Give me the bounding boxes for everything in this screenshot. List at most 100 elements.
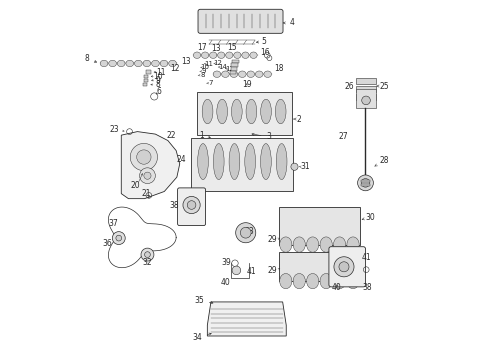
Text: 23: 23	[109, 125, 119, 134]
Ellipse shape	[221, 71, 229, 77]
Circle shape	[187, 201, 196, 209]
Ellipse shape	[231, 99, 242, 124]
Text: 12: 12	[225, 66, 234, 72]
Text: 8: 8	[155, 80, 160, 89]
Text: 28: 28	[375, 156, 390, 166]
Circle shape	[362, 96, 370, 105]
Text: 2: 2	[294, 114, 301, 123]
Ellipse shape	[347, 274, 359, 289]
Ellipse shape	[218, 52, 225, 58]
FancyBboxPatch shape	[356, 86, 376, 92]
Text: 29: 29	[268, 235, 277, 244]
FancyBboxPatch shape	[147, 70, 151, 74]
Ellipse shape	[230, 71, 238, 77]
FancyBboxPatch shape	[230, 71, 236, 74]
FancyBboxPatch shape	[191, 138, 294, 191]
Text: 9: 9	[156, 76, 161, 85]
FancyBboxPatch shape	[196, 92, 292, 135]
Ellipse shape	[100, 60, 108, 67]
Ellipse shape	[275, 99, 286, 124]
Text: 40: 40	[331, 283, 341, 292]
Text: 3: 3	[252, 132, 271, 141]
Ellipse shape	[320, 237, 332, 252]
Text: 18: 18	[275, 64, 284, 73]
Ellipse shape	[117, 60, 125, 67]
FancyBboxPatch shape	[144, 75, 148, 78]
Ellipse shape	[261, 99, 271, 124]
Circle shape	[130, 143, 157, 171]
Text: 39: 39	[221, 258, 231, 267]
Circle shape	[291, 163, 298, 170]
Circle shape	[236, 223, 256, 243]
FancyBboxPatch shape	[231, 67, 237, 71]
Text: 31: 31	[300, 162, 310, 171]
Ellipse shape	[109, 60, 117, 67]
Text: 17: 17	[197, 43, 207, 52]
Text: 32: 32	[143, 258, 152, 267]
Text: 10: 10	[153, 72, 163, 81]
Circle shape	[141, 248, 154, 261]
Text: 26: 26	[344, 82, 354, 91]
Ellipse shape	[245, 144, 256, 180]
Ellipse shape	[307, 274, 319, 289]
Circle shape	[144, 172, 151, 179]
Text: 12: 12	[214, 60, 222, 67]
Ellipse shape	[255, 71, 263, 77]
Circle shape	[334, 257, 354, 277]
Ellipse shape	[213, 144, 224, 180]
Ellipse shape	[293, 274, 305, 289]
FancyBboxPatch shape	[329, 247, 366, 287]
Circle shape	[339, 262, 349, 272]
Text: 38: 38	[169, 201, 179, 210]
FancyBboxPatch shape	[356, 89, 376, 108]
Ellipse shape	[197, 144, 208, 180]
Text: 24: 24	[176, 156, 186, 165]
Text: 25: 25	[377, 82, 390, 91]
Text: 7: 7	[209, 80, 213, 86]
Text: 11: 11	[204, 61, 213, 67]
FancyBboxPatch shape	[231, 63, 238, 67]
Ellipse shape	[264, 71, 271, 77]
Circle shape	[145, 252, 150, 257]
Circle shape	[183, 197, 200, 213]
Circle shape	[358, 175, 373, 191]
Text: 13: 13	[211, 44, 221, 53]
Text: 15: 15	[227, 43, 237, 52]
FancyBboxPatch shape	[361, 180, 370, 182]
Text: 22: 22	[167, 131, 176, 140]
Text: 6: 6	[156, 86, 161, 95]
FancyBboxPatch shape	[198, 9, 283, 33]
Circle shape	[140, 168, 155, 184]
Text: 9: 9	[202, 68, 206, 75]
Ellipse shape	[217, 99, 227, 124]
Text: 12: 12	[171, 64, 180, 73]
Circle shape	[112, 231, 125, 244]
Ellipse shape	[334, 237, 346, 252]
Text: 27: 27	[339, 132, 348, 141]
FancyBboxPatch shape	[279, 252, 360, 281]
Ellipse shape	[151, 60, 159, 67]
Ellipse shape	[234, 52, 241, 58]
FancyBboxPatch shape	[356, 78, 376, 84]
Circle shape	[137, 150, 151, 164]
Ellipse shape	[194, 52, 201, 58]
Text: 40: 40	[220, 278, 230, 287]
Text: 14: 14	[218, 64, 227, 70]
FancyBboxPatch shape	[232, 60, 239, 63]
Ellipse shape	[229, 144, 240, 180]
Ellipse shape	[160, 60, 168, 67]
Ellipse shape	[143, 60, 151, 67]
Text: 8: 8	[84, 54, 97, 63]
FancyBboxPatch shape	[143, 83, 147, 86]
Circle shape	[240, 227, 251, 238]
Ellipse shape	[239, 71, 246, 77]
Ellipse shape	[226, 52, 233, 58]
Ellipse shape	[201, 52, 209, 58]
Ellipse shape	[210, 52, 217, 58]
Text: 20: 20	[130, 181, 140, 190]
Polygon shape	[207, 302, 286, 336]
Ellipse shape	[246, 99, 257, 124]
Ellipse shape	[280, 237, 292, 252]
FancyBboxPatch shape	[177, 188, 205, 226]
Circle shape	[116, 235, 122, 241]
